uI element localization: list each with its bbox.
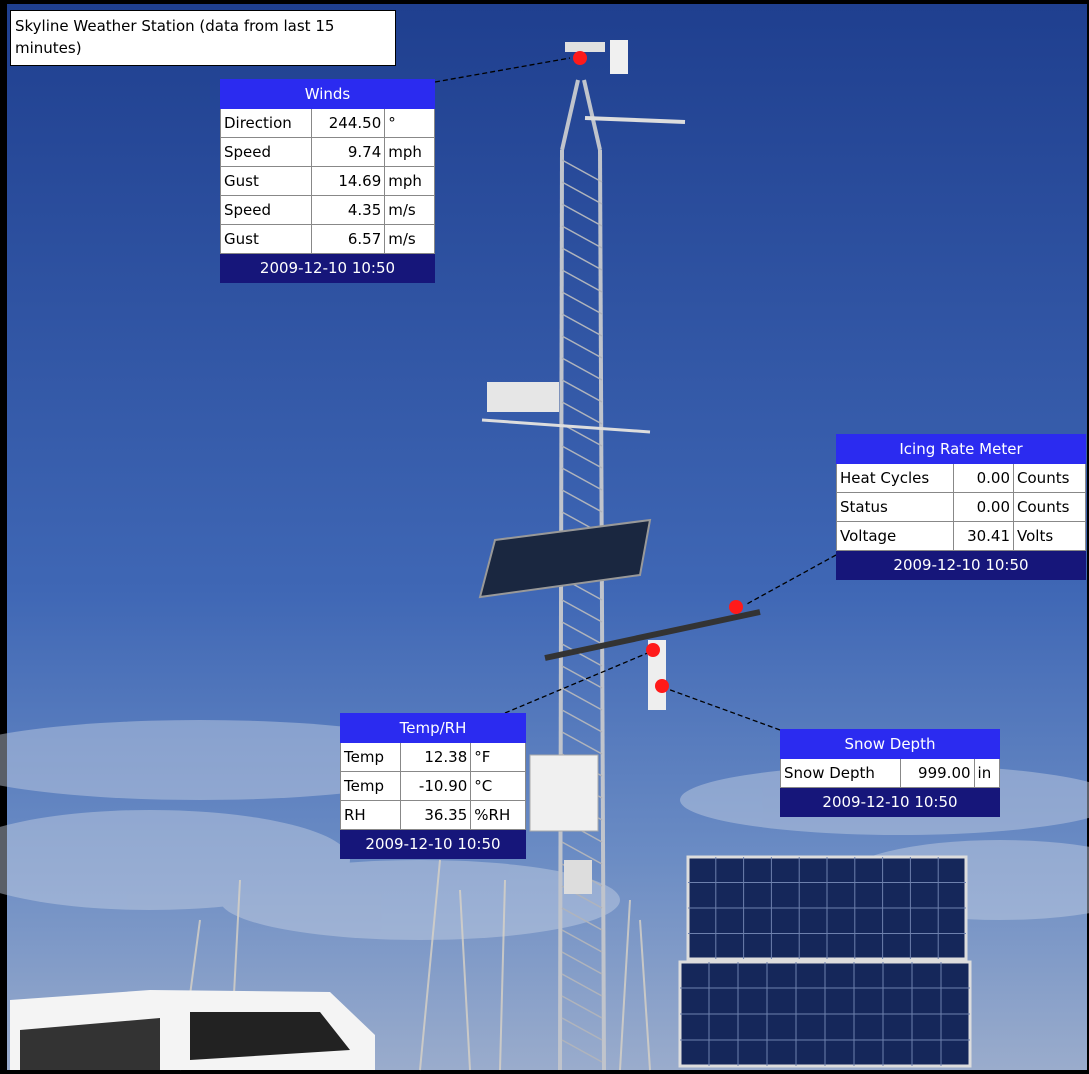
reading-label: Speed	[219, 195, 313, 225]
panel-footer-row: 2009-12-10 10:50	[340, 829, 526, 859]
reading-unit: Volts	[1013, 521, 1086, 551]
reading-row: Speed 4.35 m/s	[219, 195, 435, 225]
reading-row: Speed 9.74 mph	[219, 137, 435, 167]
reading-value: 9.74	[311, 137, 386, 167]
reading-unit: °F	[470, 742, 526, 772]
reading-value: 4.35	[311, 195, 386, 225]
reading-label: Heat Cycles	[836, 463, 954, 493]
reading-unit: °	[384, 108, 435, 138]
reading-row: RH 36.35 %RH	[340, 800, 526, 830]
reading-unit: in	[973, 758, 1001, 788]
panel-title: Icing Rate Meter	[836, 434, 1086, 464]
reading-unit: m/s	[384, 224, 435, 254]
reading-unit: mph	[384, 166, 435, 196]
panel-title: Temp/RH	[340, 713, 526, 743]
panel-footer-row: 2009-12-10 10:50	[836, 550, 1086, 580]
panel-timestamp: 2009-12-10 10:50	[836, 550, 1086, 580]
reading-value: 0.00	[952, 463, 1015, 493]
reading-row: Status 0.00 Counts	[836, 492, 1086, 522]
reading-label: RH	[340, 800, 401, 830]
reading-label: Direction	[219, 108, 313, 138]
reading-row: Voltage 30.41 Volts	[836, 521, 1086, 551]
panel-header-row: Snow Depth	[780, 729, 1000, 759]
reading-row: Gust 14.69 mph	[219, 166, 435, 196]
panel-title: Winds	[220, 79, 435, 109]
station-title: Skyline Weather Station (data from last …	[10, 10, 396, 66]
panel-timestamp: 2009-12-10 10:50	[340, 829, 526, 859]
panel-header-row: Temp/RH	[340, 713, 526, 743]
reading-value: 14.69	[311, 166, 386, 196]
panel-header-row: Winds	[220, 79, 435, 109]
reading-value: 999.00	[900, 758, 975, 788]
panel-header-row: Icing Rate Meter	[836, 434, 1086, 464]
reading-label: Temp	[340, 771, 401, 801]
reading-row: Temp -10.90 °C	[340, 771, 526, 801]
reading-unit: m/s	[384, 195, 435, 225]
reading-label: Speed	[219, 137, 313, 167]
panel-timestamp: 2009-12-10 10:50	[780, 787, 1000, 817]
reading-value: -10.90	[399, 771, 472, 801]
reading-row: Heat Cycles 0.00 Counts	[836, 463, 1086, 493]
reading-label: Gust	[219, 166, 313, 196]
reading-label: Gust	[219, 224, 313, 254]
reading-value: 6.57	[311, 224, 386, 254]
panel-footer-row: 2009-12-10 10:50	[780, 787, 1000, 817]
reading-row: Gust 6.57 m/s	[219, 224, 435, 254]
reading-unit: °C	[470, 771, 526, 801]
reading-label: Snow Depth	[779, 758, 902, 788]
reading-value: 12.38	[399, 742, 472, 772]
reading-unit: %RH	[470, 800, 526, 830]
reading-label: Temp	[340, 742, 401, 772]
reading-label: Voltage	[836, 521, 954, 551]
reading-value: 244.50	[311, 108, 386, 138]
data-panel: Temp/RH Temp 12.38 °F Temp -10.90 °C RH 36.35 %RH…	[340, 713, 526, 859]
reading-unit: Counts	[1013, 492, 1086, 522]
reading-row: Snow Depth 999.00 in	[779, 758, 1001, 788]
reading-value: 0.00	[952, 492, 1015, 522]
reading-row: Temp 12.38 °F	[340, 742, 526, 772]
reading-value: 30.41	[952, 521, 1015, 551]
reading-value: 36.35	[399, 800, 472, 830]
panel-footer-row: 2009-12-10 10:50	[220, 253, 435, 283]
reading-unit: Counts	[1013, 463, 1086, 493]
data-panel: Snow Depth Snow Depth 999.00 in 2009-12-10 1…	[779, 729, 1001, 817]
reading-row: Direction 244.50 °	[219, 108, 435, 138]
data-panel: Icing Rate Meter Heat Cycles 0.00 Counts Sta…	[836, 434, 1086, 580]
data-panel: Winds Direction 244.50 ° Speed 9.74 mph Gust 14.…	[219, 79, 435, 283]
panel-timestamp: 2009-12-10 10:50	[220, 253, 435, 283]
panel-title: Snow Depth	[780, 729, 1000, 759]
reading-label: Status	[836, 492, 954, 522]
reading-unit: mph	[384, 137, 435, 167]
